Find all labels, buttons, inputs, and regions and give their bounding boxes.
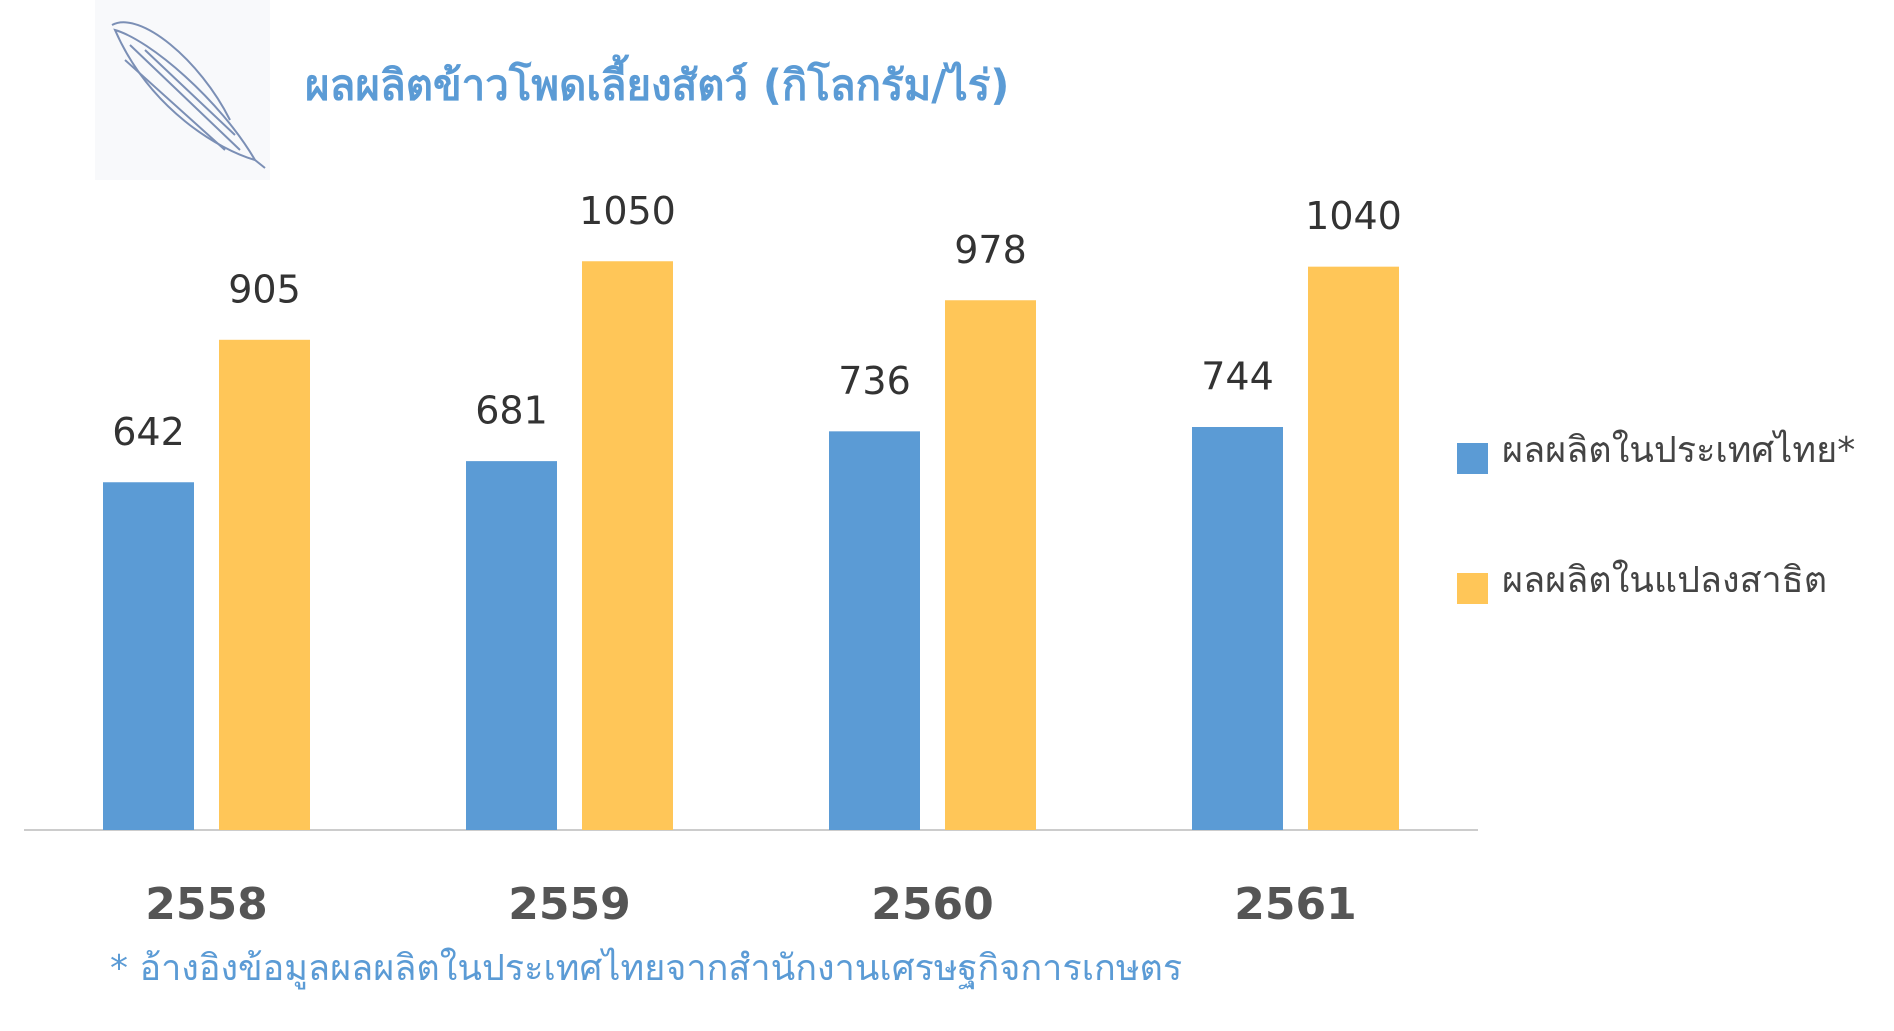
bar bbox=[103, 482, 194, 830]
value-label: 736 bbox=[838, 359, 911, 403]
legend-label: ผลผลิตในประเทศไทย* bbox=[1502, 429, 1855, 471]
bar bbox=[219, 339, 310, 830]
x-tick-label: 2558 bbox=[145, 879, 267, 930]
bar bbox=[1308, 266, 1399, 831]
legend-swatch bbox=[1457, 443, 1488, 474]
value-label: 905 bbox=[228, 267, 301, 311]
x-tick-label: 2560 bbox=[871, 879, 993, 930]
bar bbox=[1192, 427, 1283, 830]
chart-title: ผลผลิตข้าวโพดเลี้ยงสัตว์ (กิโลกรัม/ไร่) bbox=[305, 54, 1010, 110]
corn-icon bbox=[95, 0, 270, 180]
bar bbox=[466, 461, 557, 830]
legend-label: ผลผลิตในแปลงสาธิต bbox=[1502, 559, 1827, 601]
value-label: 1040 bbox=[1305, 194, 1402, 238]
bar bbox=[829, 431, 920, 830]
bar bbox=[582, 261, 673, 830]
value-label: 681 bbox=[475, 389, 548, 433]
x-tick-label: 2561 bbox=[1234, 879, 1356, 930]
legend-swatch bbox=[1457, 573, 1488, 604]
value-label: 744 bbox=[1201, 355, 1274, 399]
value-label: 1050 bbox=[579, 189, 676, 233]
value-label: 978 bbox=[954, 228, 1027, 272]
footnote: * อ้างอิงข้อมูลผลผลิตในประเทศไทยจากสำนัก… bbox=[110, 947, 1182, 990]
value-label: 642 bbox=[112, 410, 185, 454]
bar bbox=[945, 300, 1036, 830]
x-tick-label: 2559 bbox=[508, 879, 630, 930]
